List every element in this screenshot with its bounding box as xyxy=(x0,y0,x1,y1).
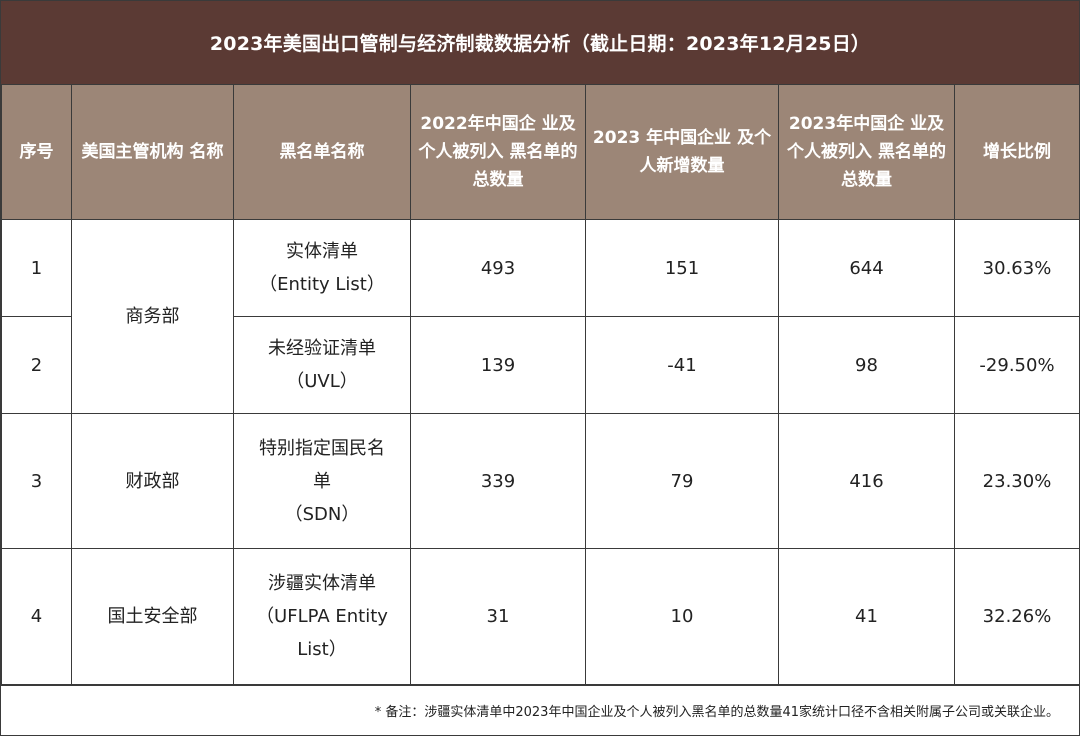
footnote: * 备注：涉疆实体清单中2023年中国企业及个人被列入黑名单的总数量41家统计口… xyxy=(1,685,1079,735)
cell-new-2023: -41 xyxy=(585,316,779,414)
col-header-new-2023-line: 及个人新增数量 xyxy=(639,128,772,176)
cell-total-2022: 339 xyxy=(410,413,586,549)
cell-seq: 4 xyxy=(1,548,72,685)
col-header-new-2023-line: 2023 年中国企业 xyxy=(592,128,732,148)
cell-new-2023: 10 xyxy=(585,548,779,685)
cell-growth: 30.63% xyxy=(954,219,1079,317)
col-header-total-2022-line: 2022年中国企 xyxy=(420,114,536,134)
col-header-total-2022-line: 黑名单的总数量 xyxy=(472,142,578,190)
cell-total-2023: 41 xyxy=(778,548,955,685)
table-row: 3 财政部 特别指定国民名 单 （SDN） 339 79 416 23.30% xyxy=(1,413,1079,549)
cell-agency-treasury: 财政部 xyxy=(71,413,234,549)
list-name-line: 涉疆实体清单 xyxy=(268,573,376,594)
cell-total-2022: 139 xyxy=(410,316,586,414)
col-header-agency-line: 美国主管机构 xyxy=(81,142,184,162)
cell-list-name: 涉疆实体清单 （UFLPA Entity List） xyxy=(233,548,411,685)
list-name-line: （UFLPA Entity xyxy=(256,606,388,627)
list-name-line: （Entity List） xyxy=(259,274,385,295)
cell-agency-commerce: 商务部 xyxy=(71,219,234,414)
cell-total-2022: 493 xyxy=(410,219,586,317)
cell-total-2023: 416 xyxy=(778,413,955,549)
cell-seq: 1 xyxy=(1,219,72,317)
table-row: 4 国土安全部 涉疆实体清单 （UFLPA Entity List） 31 10… xyxy=(1,548,1079,685)
col-header-total-2023-line: 业及个人被列入 xyxy=(787,114,945,162)
cell-growth: 32.26% xyxy=(954,548,1079,685)
cell-seq: 2 xyxy=(1,316,72,414)
col-header-agency: 美国主管机构 名称 xyxy=(71,84,234,220)
col-header-list-name: 黑名单名称 xyxy=(233,84,411,220)
cell-growth: 23.30% xyxy=(954,413,1079,549)
cell-new-2023: 151 xyxy=(585,219,779,317)
table-title: 2023年美国出口管制与经济制裁数据分析（截止日期：2023年12月25日） xyxy=(1,1,1079,84)
cell-total-2023: 644 xyxy=(778,219,955,317)
list-name-line: 单 xyxy=(313,470,331,492)
list-name-line: 实体清单 xyxy=(286,241,358,262)
col-header-seq: 序号 xyxy=(1,84,72,220)
cell-seq: 3 xyxy=(1,413,72,549)
list-name-line: 特别指定国民名 xyxy=(259,437,385,459)
cell-list-name: 特别指定国民名 单 （SDN） xyxy=(233,413,411,549)
cell-list-name: 未经验证清单 （UVL） xyxy=(233,316,411,414)
cell-total-2022: 31 xyxy=(410,548,586,685)
table-row: 2 未经验证清单 （UVL） 139 -41 98 -29.50% xyxy=(1,316,1079,414)
cell-agency-homeland: 国土安全部 xyxy=(71,548,234,685)
col-header-agency-line: 名称 xyxy=(189,142,224,162)
col-header-total-2023-line: 2023年中国企 xyxy=(788,114,905,134)
col-header-total-2022-line: 业及个人被列入 xyxy=(418,114,576,162)
col-header-total-2023: 2023年中国企 业及个人被列入 黑名单的总数量 xyxy=(778,84,955,220)
header-row: 序号 美国主管机构 名称 黑名单名称 2022年中国企 业及个人被列入 黑名单的… xyxy=(1,84,1079,220)
list-name-line: （SDN） xyxy=(284,503,360,525)
cell-growth: -29.50% xyxy=(954,316,1079,414)
list-name-line: 未经验证清单 xyxy=(268,338,376,359)
sanctions-data-table: 序号 美国主管机构 名称 黑名单名称 2022年中国企 业及个人被列入 黑名单的… xyxy=(1,84,1079,685)
list-name-line: List） xyxy=(297,639,347,660)
cell-total-2023: 98 xyxy=(778,316,955,414)
cell-new-2023: 79 xyxy=(585,413,779,549)
col-header-growth: 增长比例 xyxy=(954,84,1079,220)
col-header-new-2023: 2023 年中国企业 及个人新增数量 xyxy=(585,84,779,220)
table-row: 1 商务部 实体清单 （Entity List） 493 151 644 30.… xyxy=(1,219,1079,414)
col-header-total-2022: 2022年中国企 业及个人被列入 黑名单的总数量 xyxy=(410,84,586,220)
list-name-line: （UVL） xyxy=(286,371,358,392)
cell-list-name: 实体清单 （Entity List） xyxy=(233,219,411,317)
col-header-total-2023-line: 黑名单的总数量 xyxy=(841,142,946,190)
